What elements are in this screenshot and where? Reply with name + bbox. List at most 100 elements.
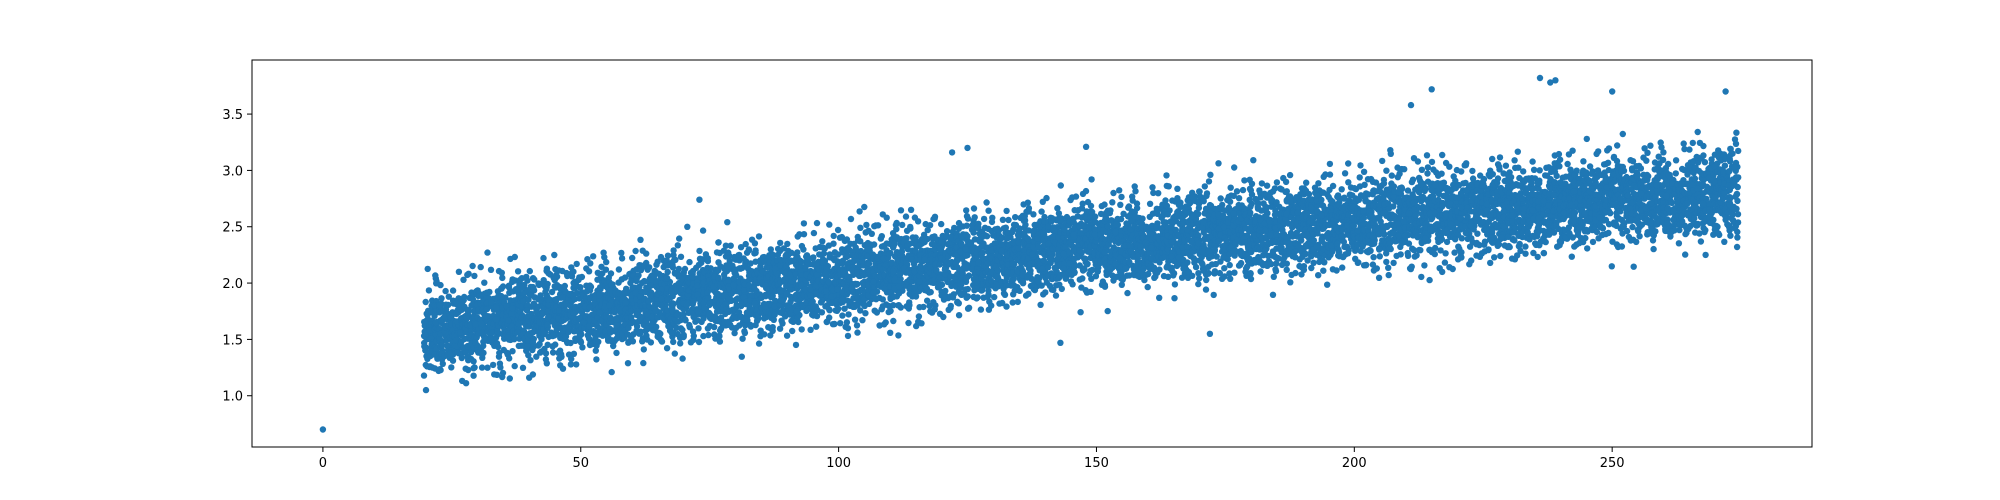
data-point <box>447 314 454 321</box>
data-point <box>885 251 893 258</box>
data-point <box>1118 193 1125 201</box>
data-point <box>593 356 600 363</box>
data-point <box>915 242 923 249</box>
data-point <box>629 254 636 262</box>
data-point <box>568 355 575 363</box>
data-point <box>751 240 759 247</box>
data-point <box>511 336 518 343</box>
data-point <box>530 284 537 292</box>
data-point <box>970 205 978 212</box>
data-point <box>967 240 974 247</box>
data-point <box>837 320 844 327</box>
data-point <box>1174 185 1181 192</box>
data-point <box>652 307 660 315</box>
data-point <box>1087 202 1095 210</box>
data-point <box>843 319 851 326</box>
data-point <box>591 296 599 303</box>
data-point <box>639 279 646 286</box>
data-point <box>715 274 722 281</box>
data-point <box>436 302 443 309</box>
data-point <box>552 296 559 304</box>
data-point <box>1067 278 1075 285</box>
data-point <box>1163 202 1171 209</box>
data-point <box>1101 283 1109 290</box>
data-point <box>978 287 986 294</box>
data-point <box>1091 231 1099 238</box>
data-point <box>653 261 660 268</box>
data-point <box>677 340 684 347</box>
data-point <box>1071 255 1078 262</box>
data-point <box>777 297 784 304</box>
data-point <box>831 320 838 328</box>
data-point <box>509 348 516 355</box>
data-point <box>561 282 568 290</box>
data-point <box>1003 274 1010 281</box>
data-point <box>710 313 718 320</box>
data-point <box>1107 266 1114 273</box>
data-point <box>1110 189 1117 197</box>
data-point <box>471 272 478 280</box>
data-point <box>1088 176 1095 183</box>
data-point <box>478 364 486 371</box>
data-point <box>865 260 873 267</box>
data-point <box>420 372 428 379</box>
data-point <box>514 268 522 275</box>
data-point <box>911 268 918 275</box>
data-point <box>442 301 450 308</box>
data-point <box>628 314 635 321</box>
data-point <box>669 262 676 269</box>
data-point <box>999 216 1007 223</box>
data-point <box>962 246 969 253</box>
data-point <box>461 293 468 301</box>
data-point <box>640 359 647 367</box>
data-point <box>446 350 454 358</box>
data-point <box>1004 235 1011 242</box>
data-point <box>819 238 826 245</box>
data-point <box>826 221 833 228</box>
data-point <box>676 235 683 242</box>
data-point <box>525 352 532 359</box>
data-point <box>965 304 973 311</box>
data-point <box>798 242 806 250</box>
data-point <box>1034 277 1042 285</box>
data-point <box>643 250 650 257</box>
data-point <box>448 364 455 371</box>
data-point <box>861 203 868 211</box>
data-point <box>489 329 496 336</box>
data-point <box>431 351 438 358</box>
data-point <box>477 263 484 271</box>
data-point <box>470 365 477 372</box>
data-point <box>462 365 469 372</box>
data-point <box>920 231 928 238</box>
data-point <box>671 350 678 357</box>
data-point <box>893 225 900 233</box>
data-point <box>696 247 703 255</box>
data-point <box>839 312 846 319</box>
data-point <box>727 242 734 249</box>
data-point <box>1101 249 1109 256</box>
data-point <box>1147 262 1155 269</box>
data-point <box>1025 205 1033 212</box>
data-point <box>1132 188 1139 195</box>
data-point <box>1052 292 1060 299</box>
data-point <box>1106 209 1114 217</box>
data-point <box>539 310 546 317</box>
data-point <box>570 350 578 357</box>
data-point <box>607 270 615 277</box>
data-point <box>504 334 512 341</box>
data-point <box>847 215 855 223</box>
data-point <box>683 301 691 309</box>
data-point <box>701 304 708 311</box>
data-point <box>552 341 559 348</box>
data-point <box>890 268 897 275</box>
data-point <box>824 318 831 325</box>
data-point <box>648 313 656 321</box>
data-point <box>1039 198 1047 205</box>
data-point <box>545 313 552 321</box>
data-point <box>694 308 702 315</box>
data-point <box>633 276 640 283</box>
data-point <box>864 253 871 260</box>
data-point <box>769 327 776 334</box>
data-point <box>540 330 548 337</box>
data-point <box>680 311 687 318</box>
